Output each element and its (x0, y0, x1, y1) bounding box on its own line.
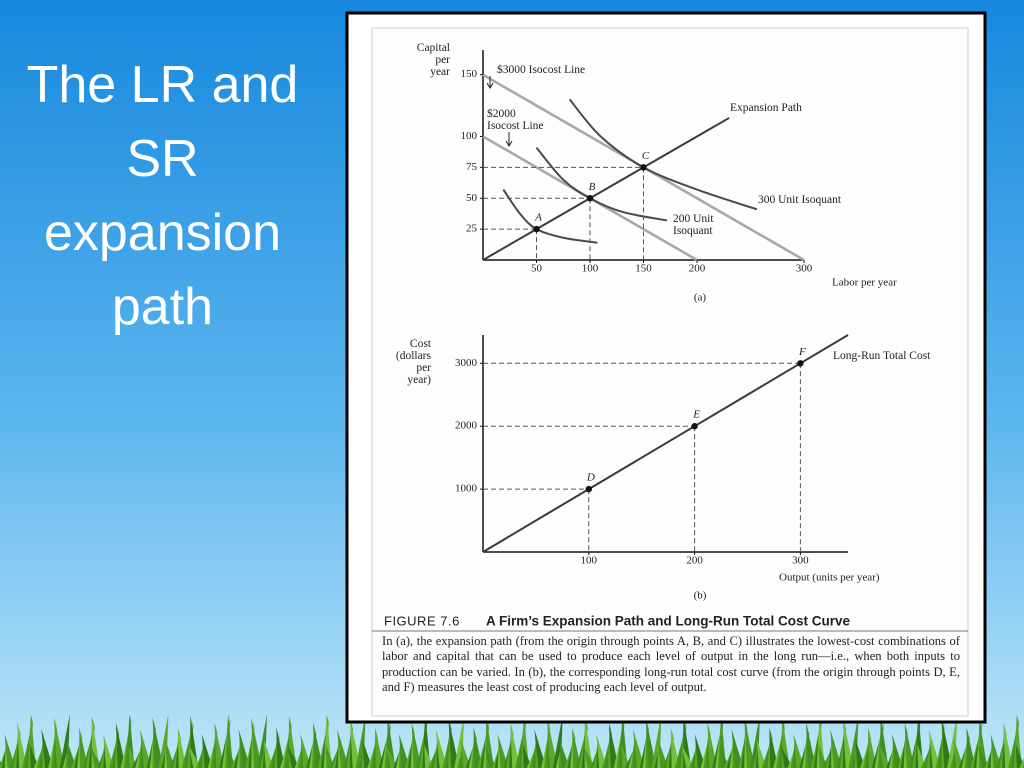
point-label: C (642, 150, 650, 162)
y-tick-label: 75 (466, 161, 478, 173)
y-tick-label: 1000 (455, 483, 478, 495)
series-label: 300 Unit Isoquant (758, 194, 842, 206)
grass-blade (152, 717, 164, 768)
grass-blade (448, 717, 460, 768)
y-tick-label: 150 (461, 68, 478, 80)
point-label: F (798, 346, 806, 358)
y-axis-label: Cost (dollars per year) (395, 338, 431, 386)
x-tick-label: 150 (635, 263, 652, 275)
point (585, 485, 592, 493)
y-tick-label: 3000 (455, 357, 478, 369)
grass-blade (619, 713, 628, 768)
point-label: A (534, 212, 542, 224)
x-axis-label: Labor per year (832, 277, 897, 289)
grass-blade (53, 717, 65, 768)
grass-blade (744, 717, 756, 768)
point (533, 225, 540, 233)
point (797, 360, 804, 367)
grass-blade (1019, 758, 1024, 768)
grass-blade (126, 713, 135, 768)
x-tick-label: 300 (792, 555, 809, 567)
caption: In (a), the expansion path (from the ori… (382, 634, 960, 695)
point (586, 195, 594, 202)
point (691, 423, 698, 430)
grass-blade (1015, 744, 1024, 768)
series-label: 200 Unit Isoquant (673, 213, 714, 237)
arrow-head (505, 140, 513, 147)
x-tick-label: 300 (796, 263, 813, 275)
x-tick-label: 200 (689, 263, 706, 275)
point-label: E (692, 409, 700, 421)
series-label: $3000 Isocost Line (497, 64, 586, 76)
grass-blade (546, 717, 558, 768)
x-tick-label: 100 (581, 555, 598, 567)
y-axis-label: Capital per year (416, 42, 450, 78)
grass-blade (915, 713, 924, 768)
grass-blade (225, 713, 234, 768)
figure-paper (371, 27, 969, 717)
grass-blade (1013, 713, 1022, 768)
grass-blade (323, 713, 332, 768)
point-label: D (586, 472, 595, 484)
grass-blade (718, 713, 727, 768)
slide-title: The LR and SR expansion path (26, 56, 299, 336)
figure-label: FIGURE 7.6 (384, 613, 460, 628)
grass-blade (251, 717, 263, 768)
x-tick-label: 100 (582, 263, 599, 275)
series-line (482, 334, 849, 553)
grass-blade (27, 713, 36, 768)
point-label: B (589, 181, 596, 193)
grass-blade (349, 717, 361, 768)
grass-blade (422, 713, 431, 768)
grass-blade (816, 713, 825, 768)
grass-blade (941, 717, 953, 768)
figure-title: A Firm’s Expansion Path and Long-Run Tot… (486, 614, 851, 629)
y-tick-label: 100 (461, 130, 478, 142)
grass-blade (645, 717, 657, 768)
panel-label: (b) (694, 590, 707, 602)
y-tick-label: 25 (466, 223, 478, 235)
y-tick-label: 50 (466, 192, 478, 204)
series-label: Long-Run Total Cost (833, 350, 931, 362)
x-tick-label: 50 (531, 263, 543, 275)
x-tick-label: 200 (686, 555, 703, 567)
panel-label: (a) (694, 292, 707, 304)
point (640, 164, 647, 171)
series-label: Expansion Path (730, 102, 802, 114)
x-axis-label: Output (units per year) (779, 572, 880, 584)
y-tick-label: 2000 (455, 420, 478, 432)
grass (0, 713, 1024, 768)
grass-blade (520, 713, 529, 768)
grass-blade (842, 717, 854, 768)
arrow-head (486, 82, 494, 89)
series-label: $2000 Isocost Line (487, 108, 544, 132)
